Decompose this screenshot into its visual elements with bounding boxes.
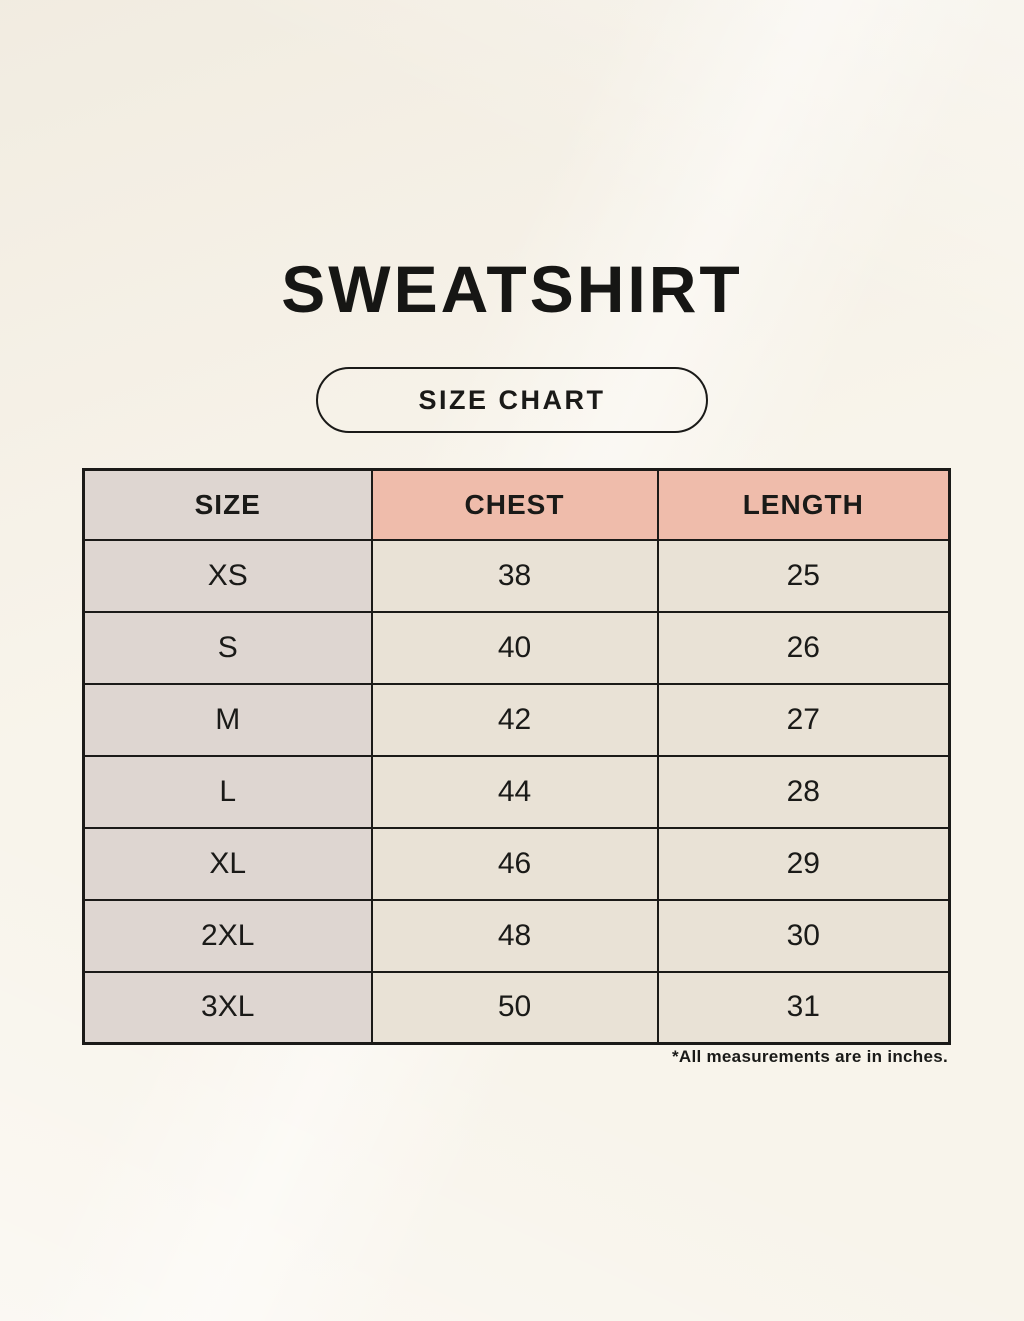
size-label: 2XL [82, 898, 373, 973]
length-value: 29 [656, 826, 951, 901]
chest-value: 44 [370, 754, 659, 829]
column-header-size: SIZE [82, 468, 373, 541]
size-chart-badge-label: SIZE CHART [418, 384, 606, 415]
size-label: L [82, 754, 373, 829]
chest-value: 46 [370, 826, 659, 901]
length-value: 26 [656, 610, 951, 685]
length-value: 28 [656, 754, 951, 829]
table-row-m: M 42 27 [82, 682, 951, 757]
size-label: XL [82, 826, 373, 901]
chest-value: 48 [370, 898, 659, 973]
chest-value: 42 [370, 682, 659, 757]
length-value: 31 [656, 970, 951, 1045]
column-header-length: LENGTH [656, 468, 951, 541]
table-row-xl: XL 46 29 [82, 826, 951, 901]
table-row-s: S 40 26 [82, 610, 951, 685]
page-title: SWEATSHIRT [281, 252, 743, 326]
size-label: S [82, 610, 373, 685]
chest-value: 38 [370, 538, 659, 613]
table-row-xs: XS 38 25 [82, 538, 951, 613]
size-label: XS [82, 538, 373, 613]
length-value: 30 [656, 898, 951, 973]
column-header-chest: CHEST [370, 468, 659, 541]
size-chart-table: SIZE CHEST LENGTH XS 38 25 S 40 26 M 42 … [82, 468, 951, 1045]
chest-value: 40 [370, 610, 659, 685]
table-row-l: L 44 28 [82, 754, 951, 829]
chest-value: 50 [370, 970, 659, 1045]
length-value: 25 [656, 538, 951, 613]
measurements-note: *All measurements are in inches. [671, 1047, 948, 1066]
table-header-row: SIZE CHEST LENGTH [82, 468, 951, 541]
size-label: 3XL [82, 970, 373, 1045]
size-chart-badge: SIZE CHART [316, 367, 708, 433]
table-row-2xl: 2XL 48 30 [82, 898, 951, 973]
table-row-3xl: 3XL 50 31 [82, 970, 951, 1045]
length-value: 27 [656, 682, 951, 757]
size-label: M [82, 682, 373, 757]
